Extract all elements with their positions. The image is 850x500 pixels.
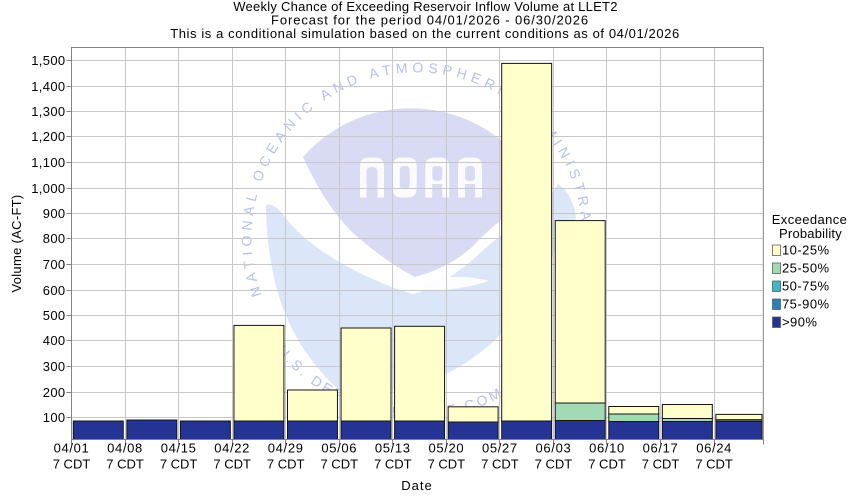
svg-text:7 CDT: 7 CDT <box>588 457 626 472</box>
svg-text:04/15: 04/15 <box>161 441 197 456</box>
svg-text:06/03: 06/03 <box>536 441 572 456</box>
svg-text:7 CDT: 7 CDT <box>535 457 573 472</box>
svg-text:800: 800 <box>43 231 66 246</box>
svg-text:04/22: 04/22 <box>214 441 250 456</box>
svg-text:100: 100 <box>43 410 66 425</box>
svg-text:7 CDT: 7 CDT <box>213 457 251 472</box>
svg-text:1,500: 1,500 <box>31 53 65 68</box>
svg-text:7 CDT: 7 CDT <box>106 457 144 472</box>
svg-text:05/20: 05/20 <box>428 441 464 456</box>
svg-text:7 CDT: 7 CDT <box>267 457 305 472</box>
svg-text:1,100: 1,100 <box>31 155 65 170</box>
svg-text:7 CDT: 7 CDT <box>481 457 519 472</box>
svg-text:300: 300 <box>43 359 66 374</box>
svg-text:7 CDT: 7 CDT <box>160 457 198 472</box>
svg-text:04/08: 04/08 <box>107 441 143 456</box>
svg-text:05/13: 05/13 <box>375 441 411 456</box>
svg-text:Forecast for the period 04/01/: Forecast for the period 04/01/2026 - 06/… <box>271 13 589 28</box>
svg-text:75-90%: 75-90% <box>782 297 830 312</box>
svg-text:600: 600 <box>43 283 66 298</box>
svg-text:7 CDT: 7 CDT <box>428 457 466 472</box>
svg-text:1,200: 1,200 <box>31 129 65 144</box>
svg-text:Probability: Probability <box>779 226 842 241</box>
svg-text:04/29: 04/29 <box>268 441 304 456</box>
svg-text:7 CDT: 7 CDT <box>695 457 733 472</box>
svg-text:06/24: 06/24 <box>696 441 732 456</box>
svg-text:04/01: 04/01 <box>54 441 90 456</box>
svg-text:10-25%: 10-25% <box>782 243 830 258</box>
svg-text:06/17: 06/17 <box>643 441 679 456</box>
svg-text:1,300: 1,300 <box>31 104 65 119</box>
svg-text:05/27: 05/27 <box>482 441 518 456</box>
svg-text:1,400: 1,400 <box>31 79 65 94</box>
svg-text:Weekly Chance of Exceeding Res: Weekly Chance of Exceeding Reservoir Inf… <box>233 0 617 14</box>
svg-text:900: 900 <box>43 206 66 221</box>
svg-text:500: 500 <box>43 308 66 323</box>
svg-text:700: 700 <box>43 257 66 272</box>
svg-text:Volume (AC-FT): Volume (AC-FT) <box>9 194 24 292</box>
svg-text:>90%: >90% <box>782 315 817 330</box>
svg-text:Date: Date <box>401 478 432 493</box>
svg-text:This is a conditional simulati: This is a conditional simulation based o… <box>170 26 680 41</box>
svg-text:50-75%: 50-75% <box>782 279 830 294</box>
svg-text:1,000: 1,000 <box>31 181 65 196</box>
svg-text:25-50%: 25-50% <box>782 261 830 276</box>
svg-text:7 CDT: 7 CDT <box>53 457 91 472</box>
svg-text:200: 200 <box>43 385 66 400</box>
svg-text:06/10: 06/10 <box>589 441 625 456</box>
svg-text:Exceedance: Exceedance <box>772 212 848 227</box>
svg-text:05/06: 05/06 <box>321 441 357 456</box>
svg-text:7 CDT: 7 CDT <box>374 457 412 472</box>
svg-text:400: 400 <box>43 333 66 348</box>
svg-text:7 CDT: 7 CDT <box>642 457 680 472</box>
svg-text:7 CDT: 7 CDT <box>320 457 358 472</box>
